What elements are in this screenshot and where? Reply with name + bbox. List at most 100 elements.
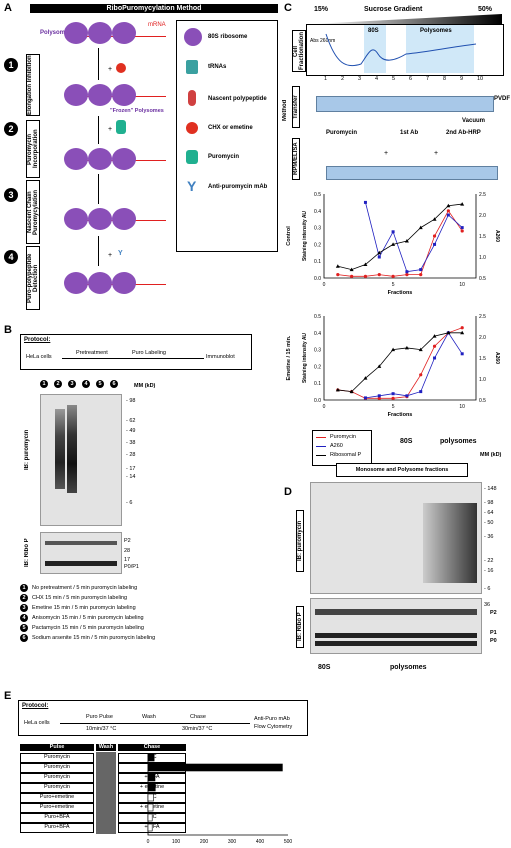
x-axis-label: Fractions	[388, 290, 413, 296]
ib-puromycin-label: IB: puromycin	[24, 429, 30, 471]
ribosome-icon	[112, 148, 136, 170]
mm-label: MM (kD)	[480, 452, 502, 458]
y2-tick-label: 0.5	[479, 398, 486, 404]
protocol-timeline	[60, 723, 250, 724]
table-cell-pulse: Puro+BFA	[20, 813, 94, 823]
bar	[147, 813, 153, 822]
ib-ribo-label: IB: Ribo P	[296, 606, 304, 648]
abs-label: Abs 260nm	[310, 38, 336, 44]
ribosome-icon	[64, 148, 88, 170]
y-axis-label: Staining intensity AU	[302, 211, 308, 261]
lane-number: 4	[82, 380, 90, 388]
data-point	[377, 396, 381, 400]
data-point	[432, 344, 437, 348]
ib-ribo-label: IB: Ribo P	[24, 538, 30, 568]
data-point	[391, 274, 395, 278]
band-p2	[45, 541, 117, 545]
data-point	[446, 209, 450, 213]
condition-text: Emetine 15 min / 5 min puromycin labelin…	[32, 605, 136, 611]
peak-80s-label: 80S	[368, 28, 379, 34]
bar	[147, 773, 156, 782]
elisa-plate	[326, 166, 498, 180]
y2-tick-label: 1.5	[479, 234, 486, 240]
mw-marker: - 50	[484, 520, 494, 526]
data-point	[432, 217, 437, 221]
data-point	[446, 203, 451, 208]
fraction-number: 4	[375, 76, 379, 82]
peak-poly-label: Polysomes	[420, 28, 452, 34]
chart-legend	[312, 430, 372, 466]
series-line	[337, 327, 463, 399]
data-point	[419, 390, 423, 394]
data-point	[405, 270, 409, 274]
legend-antibody: Anti-puromycin mAb	[208, 184, 268, 190]
chart-axes	[323, 194, 477, 279]
arrow	[98, 236, 99, 266]
data-point	[446, 330, 451, 335]
ribosome-icon	[88, 272, 112, 294]
data-point	[433, 242, 437, 246]
data-point	[349, 267, 354, 272]
ribosome-icon	[112, 208, 136, 230]
legend-line	[316, 455, 326, 456]
band-label: P1	[490, 630, 497, 636]
plus-sign: +	[434, 150, 439, 157]
lane-number: 1	[40, 380, 48, 388]
mw-marker: - 38	[126, 440, 136, 446]
table-cell-pulse: Puro+emetine	[20, 803, 94, 813]
protocol-step: HeLa cells	[26, 354, 52, 360]
label-polysomes: polysomes	[440, 438, 477, 445]
blot-d-puromycin	[310, 482, 482, 594]
mw-marker: - 148	[484, 486, 497, 492]
legend-polypeptide: Nascent polypeptide	[208, 96, 267, 102]
legend-puromycin: Puromycin	[208, 154, 240, 160]
blot-puromycin	[40, 394, 122, 526]
series-line	[365, 202, 463, 273]
pvdf-membrane	[316, 96, 494, 112]
chart-axes	[323, 316, 477, 401]
chart-panel-label: Control	[286, 226, 292, 246]
condition-number: 2	[20, 594, 28, 602]
data-point	[460, 326, 464, 330]
data-point	[335, 387, 340, 392]
mw-marker: - 64	[484, 510, 494, 516]
x-tick-label: 5	[392, 404, 395, 410]
ribosome-icon	[88, 208, 112, 230]
panel-a-title: RiboPuromycylation Method	[30, 4, 278, 13]
y2-tick-label: 2.0	[479, 335, 486, 341]
y-tick-label: 0.4	[314, 209, 321, 215]
mw-marker: - 98	[484, 500, 494, 506]
label-polysomes: polysomes	[390, 664, 427, 671]
condition-text: Pactamycin 15 min / 5 min puromycin labe…	[32, 625, 144, 631]
y2-axis-label: A260	[494, 352, 500, 364]
data-point	[363, 376, 368, 380]
panel-e-label: E	[4, 690, 12, 702]
x-tick-label: 10	[459, 404, 465, 410]
vacuum-label: Vacuum	[462, 118, 486, 124]
panel-c-label: C	[284, 2, 292, 14]
pulse-condition: 10min/37 °C	[86, 726, 117, 732]
y2-tick-label: 1.0	[479, 377, 486, 383]
bar	[147, 783, 156, 792]
antibody-icon: Y	[187, 178, 197, 194]
x-tick-label: 200	[200, 839, 209, 844]
step-2-label: Puromycin Incorporation	[26, 120, 40, 178]
table-cell-pulse: Puro+BFA	[20, 823, 94, 833]
pvdf-label: PVDF	[494, 96, 511, 102]
side-label: Cell Fractionation	[292, 30, 306, 72]
data-point	[405, 273, 409, 277]
table-cell-pulse: Puro+emetine	[20, 793, 94, 803]
legend-label: Ribosomal P	[330, 452, 362, 458]
mw-marker: - 62	[126, 418, 136, 424]
wash-column	[96, 752, 116, 834]
bar	[147, 763, 283, 772]
emetine-chart: 0.0 0.1 0.2 0.3 0.4 0.5 0.5 1.0 1.5 2.0 2.5 0 5 10 Fra…	[286, 314, 500, 418]
data-point	[418, 225, 423, 230]
data-point	[363, 262, 368, 267]
protocol-step: Wash	[142, 714, 156, 720]
condition-text: Anisomycin 15 min / 5 min puromycin labe…	[32, 615, 144, 621]
data-point	[460, 352, 464, 356]
ribosome-icon	[88, 22, 112, 44]
condition-text: CHX 15 min / 5 min puromycin labeling	[32, 595, 128, 601]
table-header: Chase	[118, 744, 186, 751]
